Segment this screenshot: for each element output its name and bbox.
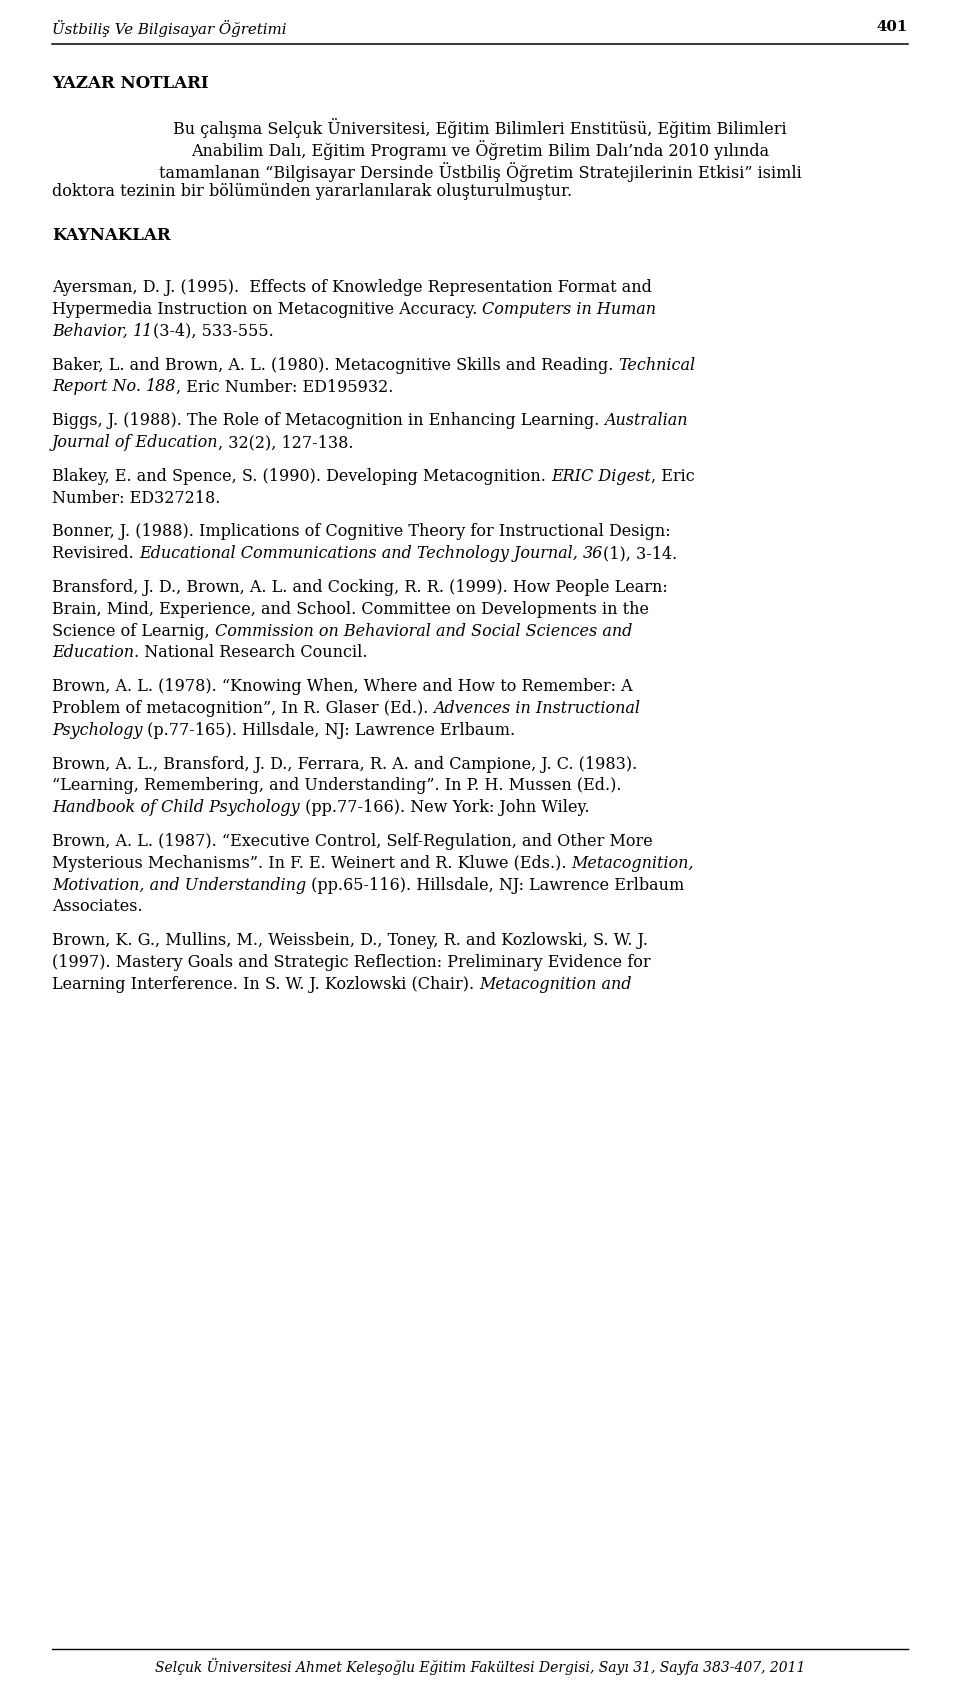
Text: Science of Learnig,: Science of Learnig, — [52, 622, 215, 639]
Text: KAYNAKLAR: KAYNAKLAR — [52, 227, 171, 244]
Text: (p.77-165). Hillsdale, NJ: Lawrence Erlbaum.: (p.77-165). Hillsdale, NJ: Lawrence Erlb… — [142, 722, 516, 739]
Text: Brown, A. L. (1987). “Executive Control, Self-Regulation, and Other More: Brown, A. L. (1987). “Executive Control,… — [52, 834, 653, 851]
Text: 11: 11 — [132, 323, 154, 340]
Text: Selçuk Üniversitesi Ahmet Keleşoğlu Eğitim Fakültesi Dergisi, Sayı 31, Sayfa 383: Selçuk Üniversitesi Ahmet Keleşoğlu Eğit… — [155, 1657, 805, 1676]
Text: Brown, A. L. (1978). “Knowing When, Where and How to Remember: A: Brown, A. L. (1978). “Knowing When, Wher… — [52, 678, 633, 695]
Text: Advences in Instructional: Advences in Instructional — [434, 700, 640, 717]
Text: 401: 401 — [876, 20, 908, 34]
Text: Brown, K. G., Mullins, M., Weissbein, D., Toney, R. and Kozlowski, S. W. J.: Brown, K. G., Mullins, M., Weissbein, D.… — [52, 932, 648, 949]
Text: (pp.77-166). New York: John Wiley.: (pp.77-166). New York: John Wiley. — [300, 800, 589, 817]
Text: Blakey, E. and Spence, S. (1990). Developing Metacognition.: Blakey, E. and Spence, S. (1990). Develo… — [52, 468, 551, 485]
Text: 36: 36 — [583, 545, 603, 561]
Text: tamamlanan “Bilgisayar Dersinde Üstbiliş Öğretim Stratejilerinin Etkisi” isimli: tamamlanan “Bilgisayar Dersinde Üstbiliş… — [158, 162, 802, 181]
Text: Metacognition,: Metacognition, — [571, 854, 694, 873]
Text: Associates.: Associates. — [52, 898, 143, 915]
Text: Report No.: Report No. — [52, 379, 146, 396]
Text: Technical: Technical — [618, 357, 696, 374]
Text: Education: Education — [52, 644, 134, 661]
Text: Revisired.: Revisired. — [52, 545, 139, 561]
Text: Problem of metacognition”, In R. Glaser (Ed.).: Problem of metacognition”, In R. Glaser … — [52, 700, 434, 717]
Text: Brown, A. L., Bransford, J. D., Ferrara, R. A. and Campione, J. C. (1983).: Brown, A. L., Bransford, J. D., Ferrara,… — [52, 756, 637, 773]
Text: ERIC Digest: ERIC Digest — [551, 468, 651, 485]
Text: Learning Interference. In S. W. J. Kozlowski (Chair).: Learning Interference. In S. W. J. Kozlo… — [52, 976, 479, 993]
Text: Bransford, J. D., Brown, A. L. and Cocking, R. R. (1999). How People Learn:: Bransford, J. D., Brown, A. L. and Cocki… — [52, 578, 668, 595]
Text: Psychology: Psychology — [52, 722, 142, 739]
Text: doktora tezinin bir bölümünden yararlanılarak oluşturulmuştur.: doktora tezinin bir bölümünden yararlanı… — [52, 183, 572, 201]
Text: Biggs, J. (1988). The Role of Metacognition in Enhancing Learning.: Biggs, J. (1988). The Role of Metacognit… — [52, 413, 605, 430]
Text: (1), 3-14.: (1), 3-14. — [603, 545, 678, 561]
Text: Anabilim Dalı, Eğitim Programı ve Öğretim Bilim Dalı’nda 2010 yılında: Anabilim Dalı, Eğitim Programı ve Öğreti… — [191, 140, 769, 159]
Text: YAZAR NOTLARI: YAZAR NOTLARI — [52, 74, 208, 91]
Text: Mysterious Mechanisms”. In F. E. Weinert and R. Kluwe (Eds.).: Mysterious Mechanisms”. In F. E. Weinert… — [52, 854, 571, 873]
Text: Handbook of Child Psychology: Handbook of Child Psychology — [52, 800, 300, 817]
Text: Commission on Behavioral and Social Sciences and: Commission on Behavioral and Social Scie… — [215, 622, 632, 639]
Text: (1997). Mastery Goals and Strategic Reflection: Preliminary Evidence for: (1997). Mastery Goals and Strategic Refl… — [52, 954, 651, 971]
Text: Educational Communications and Technology Journal,: Educational Communications and Technolog… — [139, 545, 583, 561]
Text: Number: ED327218.: Number: ED327218. — [52, 490, 221, 507]
Text: Computers in Human: Computers in Human — [483, 301, 657, 318]
Text: Üstbiliş Ve Bilgisayar Öğretimi: Üstbiliş Ve Bilgisayar Öğretimi — [52, 20, 286, 37]
Text: 188: 188 — [146, 379, 177, 396]
Text: (3-4), 533-555.: (3-4), 533-555. — [154, 323, 274, 340]
Text: Bu çalışma Selçuk Üniversitesi, Eğitim Bilimleri Enstitüsü, Eğitim Bilimleri: Bu çalışma Selçuk Üniversitesi, Eğitim B… — [173, 118, 787, 139]
Text: (pp.65-116). Hillsdale, NJ: Lawrence Erlbaum: (pp.65-116). Hillsdale, NJ: Lawrence Erl… — [306, 876, 684, 893]
Text: Baker, L. and Brown, A. L. (1980). Metacognitive Skills and Reading.: Baker, L. and Brown, A. L. (1980). Metac… — [52, 357, 618, 374]
Text: , Eric Number: ED195932.: , Eric Number: ED195932. — [177, 379, 394, 396]
Text: Ayersman, D. J. (1995).  Effects of Knowledge Representation Format and: Ayersman, D. J. (1995). Effects of Knowl… — [52, 279, 652, 296]
Text: Bonner, J. (1988). Implications of Cognitive Theory for Instructional Design:: Bonner, J. (1988). Implications of Cogni… — [52, 523, 671, 541]
Text: Australian: Australian — [605, 413, 688, 430]
Text: . National Research Council.: . National Research Council. — [134, 644, 368, 661]
Text: “Learning, Remembering, and Understanding”. In P. H. Mussen (Ed.).: “Learning, Remembering, and Understandin… — [52, 778, 621, 795]
Text: , Eric: , Eric — [651, 468, 694, 485]
Text: Brain, Mind, Experience, and School. Committee on Developments in the: Brain, Mind, Experience, and School. Com… — [52, 600, 649, 617]
Text: Behavior,: Behavior, — [52, 323, 132, 340]
Text: , 32(2), 127-138.: , 32(2), 127-138. — [219, 435, 354, 451]
Text: Journal of Education: Journal of Education — [52, 435, 219, 451]
Text: Motivation, and Understanding: Motivation, and Understanding — [52, 876, 306, 893]
Text: Hypermedia Instruction on Metacognitive Accuracy.: Hypermedia Instruction on Metacognitive … — [52, 301, 483, 318]
Text: Metacognition and: Metacognition and — [479, 976, 632, 993]
